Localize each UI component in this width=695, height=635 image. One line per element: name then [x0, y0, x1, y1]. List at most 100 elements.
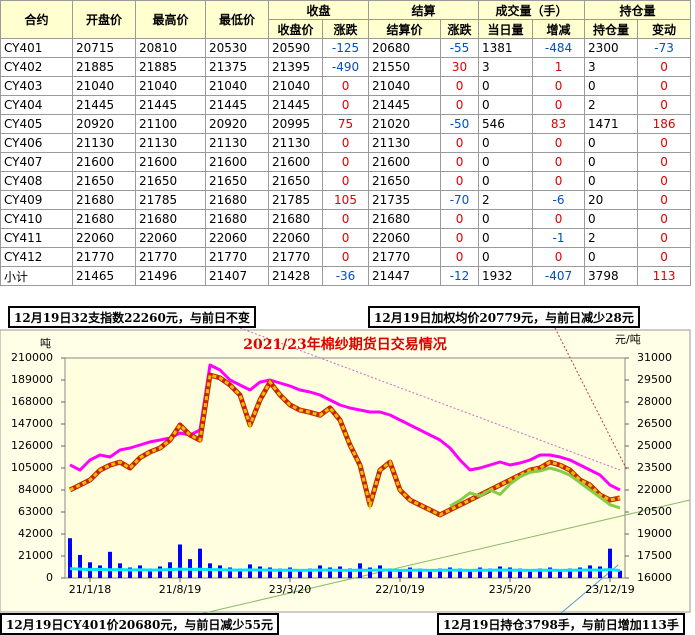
- value-cell: 21375: [205, 57, 269, 77]
- value-cell: 21770: [205, 247, 269, 267]
- value-cell: 113: [637, 266, 692, 286]
- value-cell: 21130: [135, 133, 206, 153]
- table-row: 收盘价 涨跌 结算价 涨跌 当日量 增减 持仓量 变动: [1, 19, 692, 39]
- value-cell: 21600: [72, 152, 136, 172]
- value-cell: 0: [478, 152, 534, 172]
- volume-bar: [298, 569, 302, 578]
- y-tick-label: 126000: [11, 439, 53, 452]
- value-cell: 0: [321, 152, 370, 172]
- value-cell: 20995: [268, 114, 323, 134]
- value-cell: 20680: [368, 38, 442, 58]
- header-cell: 收盘价: [268, 19, 323, 39]
- y-tick-label: 147000: [11, 417, 53, 430]
- table-row: CY404 21445 21445 21445 21445 0 21445 0 0 0 2 0: [0, 95, 692, 115]
- value-cell: 21785: [268, 190, 323, 210]
- value-cell: 0: [584, 209, 639, 229]
- value-cell: 21407: [205, 266, 269, 286]
- x-tick-label: 21/1/18: [69, 583, 111, 596]
- value-cell: 21445: [205, 95, 269, 115]
- value-cell: 0: [478, 247, 534, 267]
- value-cell: 21600: [205, 152, 269, 172]
- value-cell: 21447: [368, 266, 442, 286]
- value-cell: 1381: [478, 38, 534, 58]
- value-cell: 20715: [72, 38, 136, 58]
- y2-tick-label: 20500: [637, 505, 672, 518]
- volume-bar: [538, 568, 542, 578]
- volume-bar: [378, 565, 382, 578]
- value-cell: 0: [478, 133, 534, 153]
- y2-tick-label: 16000: [637, 571, 672, 584]
- volume-bar: [568, 568, 572, 578]
- header-cell: 增减: [532, 19, 586, 39]
- header-cell: 涨跌: [321, 19, 370, 39]
- y2-tick-label: 31000: [637, 351, 672, 364]
- contract-cell: CY401: [0, 38, 73, 58]
- value-cell: -484: [532, 38, 586, 58]
- volume-bar: [418, 568, 422, 578]
- volume-bar: [178, 544, 182, 578]
- x-tick-label: 23/12/19: [585, 583, 634, 596]
- volume-bar: [358, 563, 362, 578]
- value-cell: 21650: [72, 171, 136, 191]
- y-tick-label: 42000: [18, 527, 53, 540]
- table-row: 小计 21465 21496 21407 21428 -36 21447 -12 1932 -40…: [0, 266, 692, 286]
- value-cell: 21650: [205, 171, 269, 191]
- value-cell: 0: [440, 247, 480, 267]
- value-cell: 21428: [268, 266, 323, 286]
- annotation: 12月19日加权均价20779元，与前日减少28元: [368, 306, 640, 328]
- header-cell: 开盘价: [72, 0, 136, 39]
- contract-cell: CY410: [0, 209, 73, 229]
- y-tick-label: 63000: [18, 505, 53, 518]
- value-cell: 546: [478, 114, 534, 134]
- value-cell: -70: [440, 190, 480, 210]
- value-cell: -490: [321, 57, 370, 77]
- contract-cell: CY409: [0, 190, 73, 210]
- value-cell: 30: [440, 57, 480, 77]
- value-cell: -407: [532, 266, 586, 286]
- volume-bar: [508, 567, 512, 578]
- value-cell: -55: [440, 38, 480, 58]
- value-cell: 20590: [268, 38, 323, 58]
- value-cell: 0: [478, 228, 534, 248]
- value-cell: 21020: [368, 114, 442, 134]
- header-cell: 持仓量: [584, 0, 692, 20]
- header-cell: 合约: [0, 0, 73, 39]
- volume-bar: [288, 567, 292, 578]
- table-row: CY403 21040 21040 21040 21040 0 21040 0 0 0 0 0: [0, 76, 692, 96]
- value-cell: 0: [478, 76, 534, 96]
- leader-line: [559, 564, 619, 615]
- value-cell: 0: [532, 133, 586, 153]
- volume-bar: [518, 568, 522, 578]
- value-cell: 21680: [268, 209, 323, 229]
- volume-bar: [368, 567, 372, 578]
- annotation: 12月19日32支指数22260元，与前日不变: [8, 306, 256, 328]
- value-cell: 0: [637, 228, 692, 248]
- value-cell: 0: [584, 76, 639, 96]
- volume-bar: [528, 569, 532, 578]
- y-tick-label: 168000: [11, 395, 53, 408]
- annotation: 12月19日CY401价20680元，与前日减少55元: [0, 613, 280, 635]
- value-cell: 22060: [205, 228, 269, 248]
- value-cell: 1: [532, 57, 586, 77]
- volume-bar: [168, 562, 172, 578]
- value-cell: 21130: [72, 133, 136, 153]
- y-axis-label: 吨: [40, 337, 51, 350]
- header-cell: 变动: [637, 19, 692, 39]
- value-cell: 21100: [135, 114, 206, 134]
- annotation: 12月19日持仓3798手，与前日增加113手: [437, 613, 685, 635]
- value-cell: 20: [584, 190, 639, 210]
- volume-bar: [588, 565, 592, 578]
- volume-bar: [608, 548, 612, 578]
- value-cell: 3798: [584, 266, 639, 286]
- volume-bar: [208, 563, 212, 578]
- volume-bar: [598, 566, 602, 578]
- value-cell: 0: [584, 152, 639, 172]
- table-row: CY408 21650 21650 21650 21650 0 21650 0 0 0 0 0: [0, 171, 692, 191]
- header-cell: 收盘: [267, 0, 370, 20]
- contract-cell: CY404: [0, 95, 73, 115]
- value-cell: 0: [637, 247, 692, 267]
- value-cell: 0: [440, 133, 480, 153]
- volume-bar: [158, 566, 162, 578]
- header-cell: 结算: [368, 0, 480, 20]
- value-cell: 20920: [205, 114, 269, 134]
